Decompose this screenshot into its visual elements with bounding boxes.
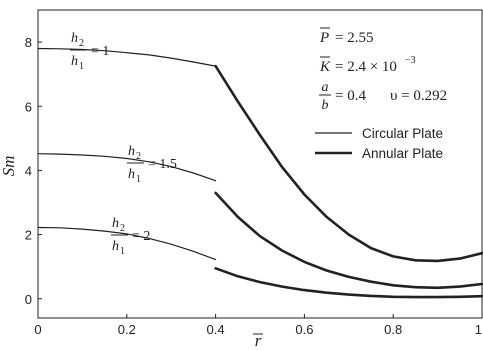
svg-text:= 2.4 × 10: = 2.4 × 10 bbox=[335, 59, 397, 75]
svg-text:h: h bbox=[128, 167, 135, 182]
svg-text:P: P bbox=[319, 30, 329, 46]
ratio-annotation-3: h 2 h 1 = 2 bbox=[111, 216, 150, 257]
ratio-annotation-1: h 2 h 1 = 1 bbox=[70, 31, 109, 72]
x-tick-label: 0 bbox=[34, 322, 41, 337]
svg-text:υ = 0.292: υ = 0.292 bbox=[390, 88, 447, 104]
legend-entry-annular: Annular Plate bbox=[315, 146, 443, 161]
svg-text:h: h bbox=[112, 239, 119, 254]
svg-text:h: h bbox=[71, 31, 78, 46]
svg-text:Circular Plate: Circular Plate bbox=[362, 126, 443, 141]
x-tick-label: 0.2 bbox=[118, 322, 136, 337]
svg-text:1: 1 bbox=[120, 246, 125, 257]
legend-entry-circular: Circular Plate bbox=[315, 126, 443, 141]
svg-text:h: h bbox=[112, 216, 119, 231]
x-tick-label: 0.4 bbox=[207, 322, 225, 337]
param-ab: a b = 0.4 υ = 0.292 bbox=[319, 80, 447, 113]
svg-text:h: h bbox=[71, 54, 78, 69]
circular-series-line-3 bbox=[37, 226, 217, 261]
svg-text:Annular Plate: Annular Plate bbox=[362, 146, 443, 161]
svg-text:= 1.5: = 1.5 bbox=[148, 157, 177, 172]
svg-text:K: K bbox=[319, 59, 331, 75]
svg-text:= 2.55: = 2.55 bbox=[335, 30, 373, 46]
y-tick-label: 6 bbox=[25, 99, 32, 114]
svg-text:= 1: = 1 bbox=[91, 44, 109, 59]
svg-text:b: b bbox=[322, 98, 329, 113]
svg-text:= 0.4: = 0.4 bbox=[335, 88, 366, 104]
x-axis-label: r bbox=[253, 331, 263, 350]
svg-text:2: 2 bbox=[79, 38, 84, 49]
svg-text:= 2: = 2 bbox=[132, 229, 150, 244]
ratio-annotation-2: h 2 h 1 = 1.5 bbox=[127, 144, 177, 185]
svg-text:2: 2 bbox=[120, 223, 125, 234]
y-axis-ticks: 0 2 4 6 8 bbox=[25, 35, 42, 307]
x-tick-label: 0.6 bbox=[295, 322, 313, 337]
y-tick-label: 0 bbox=[25, 292, 32, 307]
circular-series-line-1 bbox=[37, 47, 217, 67]
y-tick-label: 4 bbox=[25, 163, 32, 178]
svg-text:2: 2 bbox=[136, 151, 141, 162]
y-tick-label: 8 bbox=[25, 35, 32, 50]
annular-series-line-1 bbox=[214, 64, 483, 263]
param-p: P = 2.55 bbox=[319, 27, 373, 46]
plot-area bbox=[37, 9, 483, 319]
series-layer bbox=[37, 47, 483, 299]
svg-text:1: 1 bbox=[79, 61, 84, 72]
x-tick-label: 1 bbox=[475, 322, 482, 337]
svg-text:r: r bbox=[255, 331, 262, 350]
param-k: K = 2.4 × 10 −3 bbox=[319, 55, 416, 75]
svg-text:a: a bbox=[322, 80, 329, 95]
svg-text:1: 1 bbox=[136, 174, 141, 185]
x-tick-label: 0.8 bbox=[384, 322, 402, 337]
annular-series-line-3 bbox=[214, 267, 483, 299]
annular-series-line-2 bbox=[214, 191, 483, 290]
parameter-block: P = 2.55 K = 2.4 × 10 −3 a b = 0.4 υ = 0… bbox=[319, 27, 447, 113]
circular-series-line-2 bbox=[37, 153, 217, 182]
y-tick-label: 2 bbox=[25, 228, 32, 243]
svg-text:−3: −3 bbox=[405, 55, 416, 66]
legend: Circular Plate Annular Plate bbox=[315, 126, 443, 161]
svg-text:h: h bbox=[128, 144, 135, 159]
x-axis-ticks: 0 0.2 0.4 0.6 0.8 1 bbox=[34, 314, 483, 337]
y-axis-label: Sm bbox=[0, 156, 18, 177]
